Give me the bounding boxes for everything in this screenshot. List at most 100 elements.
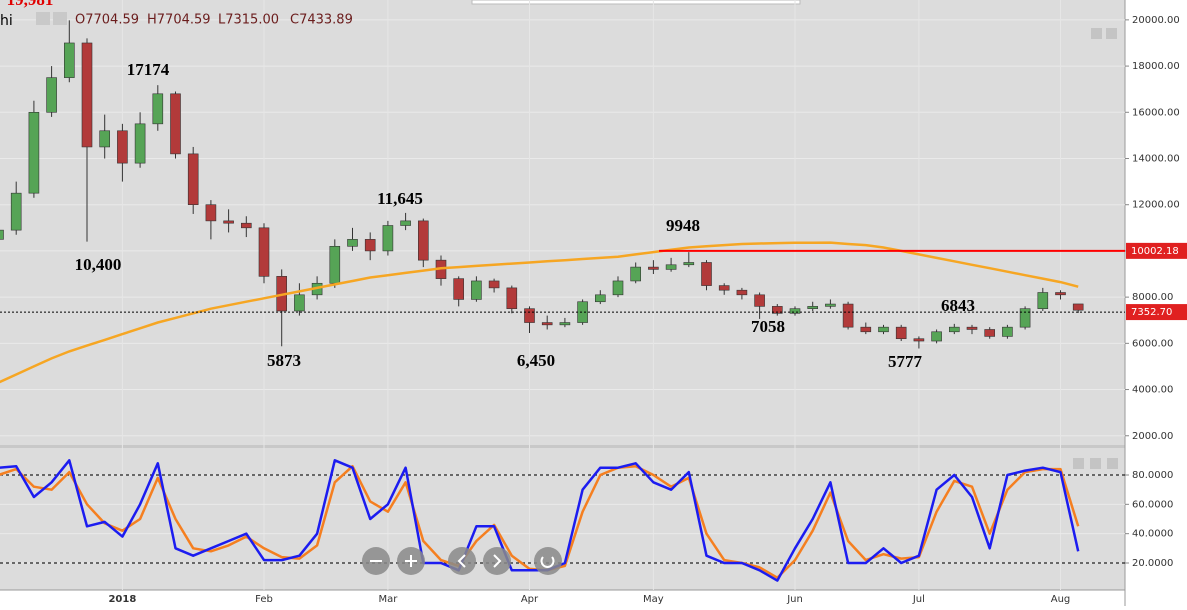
candle-body [948,326,960,333]
candle-body [1055,292,1066,296]
y-tick-label: 14000.00 [1132,153,1180,164]
icon[interactable] [36,12,50,25]
candle-body [842,303,854,328]
candle-body [488,280,500,289]
y-tick-label: 40.0000 [1132,529,1173,540]
candle-body [170,93,181,155]
x-tick-label: May [643,594,664,605]
candle-body [559,322,571,326]
candle-body [117,130,128,164]
x-tick-label: Feb [255,594,273,605]
annotation: 17174 [127,60,170,79]
candle-body [152,93,164,125]
candle-body [1002,326,1013,337]
candle-body [630,266,642,282]
y-tick-label: 20000.00 [1132,15,1180,26]
candle-body [807,306,819,309]
candle-body [718,285,730,291]
annotation: 6843 [941,296,975,315]
candle-body [594,294,606,303]
candle-body [648,266,659,270]
annotation: 6,450 [517,351,555,370]
x-tick-label: 2018 [108,594,136,605]
scroll-right-button[interactable] [483,547,511,575]
candle-body [187,153,199,206]
candle-body [701,262,712,286]
candle-body [471,280,482,300]
candle-body [754,294,765,307]
candle-body [771,306,783,314]
candle-body [329,245,341,284]
candle-body [789,308,801,314]
y-tick-label: 6000.00 [1132,338,1173,349]
candle-body [0,229,4,240]
ohlc-high: H7704.59 [147,13,211,28]
pane-button[interactable] [1091,28,1102,39]
annotation: 5777 [888,352,923,371]
candle-body [1037,292,1049,309]
candle-body [736,289,748,296]
candle-body [1072,303,1084,311]
pane-button[interactable] [1107,458,1118,469]
button-glyphs [370,554,555,568]
candle-body [223,220,234,224]
annotation: 7058 [751,317,785,336]
candle-body [665,264,677,270]
y-tick-label: 4000.00 [1132,385,1173,396]
candle-body [966,326,978,330]
price-pane [0,0,1125,445]
candle-body [205,204,217,222]
annotation: 10,400 [75,255,122,274]
y-tick-label: 80.0000 [1132,470,1173,481]
candle-body [81,42,93,148]
price-label: 10002.18 [1131,246,1179,257]
annotation: 19,981 [7,0,54,9]
x-tick-label: Jun [786,594,803,605]
ohlc-close: C7433.89 [290,13,353,28]
x-tick-label: Apr [521,594,539,605]
candle-body [258,227,270,277]
candle-body [294,294,305,312]
pane-button[interactable] [1073,458,1084,469]
candle-body [417,220,429,261]
candle-body [984,329,996,337]
y-tick-label: 20.0000 [1132,558,1173,569]
price-label: 7352.70 [1131,307,1172,318]
pane-separator [0,445,1125,448]
toolbar-edge [471,0,801,5]
candle-body [541,322,553,326]
zoom-controls [362,547,562,575]
candle-body [878,326,889,333]
annotation: 9948 [666,216,700,235]
candle-body [860,326,872,333]
y-tick-label: 12000.00 [1132,200,1180,211]
ohlc-open: O7704.59 [75,13,139,28]
price-label-box [1126,304,1187,321]
symbol: hi [0,13,13,29]
x-tick-label: Aug [1051,594,1071,605]
candle-body [453,278,465,300]
candle-body [241,222,252,229]
annotation: 5873 [267,351,301,370]
candle-body [64,42,75,78]
candle-body [347,239,358,247]
scroll-left-button[interactable] [448,547,476,575]
y-tick-label: 16000.00 [1132,107,1180,118]
candle-body [913,338,925,342]
y-tick-label: 8000.00 [1132,292,1173,303]
candle-body [931,331,942,342]
candle-body [524,308,535,323]
candle-body [382,225,394,252]
x-tick-label: Mar [378,594,398,605]
pane-button[interactable] [1106,28,1117,39]
icon[interactable] [53,12,67,25]
reset-button[interactable] [534,547,562,575]
ohlc-low: L7315.00 [218,13,279,28]
price-label-box [1126,242,1187,259]
candle-body [895,326,907,340]
x-tick-label: Jul [912,594,925,605]
pane-button[interactable] [1090,458,1101,469]
y-tick-label: 18000.00 [1132,61,1180,72]
